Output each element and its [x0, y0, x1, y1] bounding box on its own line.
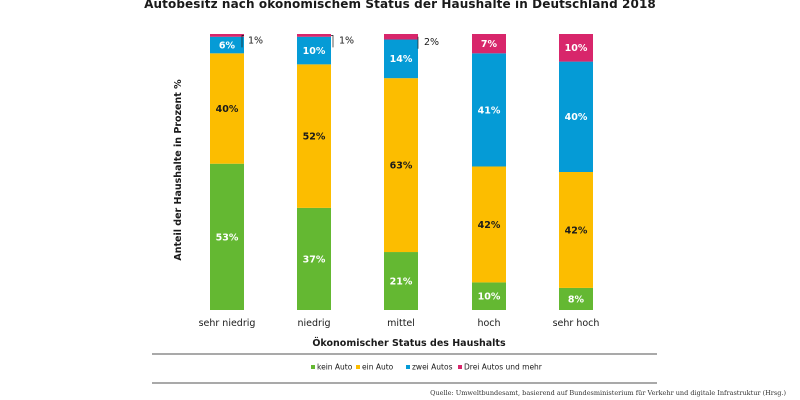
- data-label: 10%: [478, 292, 501, 303]
- legend: kein Auto ein Auto zwei Autos Drei Autos un…: [311, 363, 543, 372]
- data-label: 40%: [216, 104, 239, 115]
- data-label: 40%: [565, 112, 588, 123]
- data-label: 42%: [565, 225, 588, 236]
- bar-segment: [297, 34, 331, 37]
- data-label: 10%: [565, 43, 588, 54]
- bar-segment: [384, 39, 418, 79]
- data-label: 42%: [478, 220, 501, 231]
- tick-label: mittel: [387, 318, 415, 329]
- bars-group: 53% 40% 6% 1% 37% 52% 10% 1% 21% 63% 14% 2% 10% 42% 41…: [210, 34, 593, 310]
- data-label: 8%: [568, 294, 585, 305]
- tick-label: sehr niedrig: [199, 318, 256, 329]
- data-label: 7%: [481, 39, 498, 50]
- legend-swatch: [356, 365, 360, 369]
- tick-label: hoch: [477, 318, 500, 329]
- data-label: 37%: [303, 254, 326, 265]
- legend-swatch: [406, 365, 410, 369]
- tick-label: sehr hoch: [553, 318, 600, 329]
- data-label: 41%: [478, 105, 501, 116]
- bar-segment: [472, 282, 506, 310]
- legend-swatch: [311, 365, 315, 369]
- bar-segment: [297, 207, 331, 310]
- bar-segment: [559, 287, 593, 310]
- data-label: 6%: [219, 40, 236, 51]
- data-label: 1%: [339, 35, 354, 46]
- data-label: 52%: [303, 132, 326, 143]
- bar-segment: [384, 34, 418, 40]
- bar-segment: [384, 78, 418, 253]
- legend-swatch: [458, 365, 462, 369]
- callout-line: [241, 35, 244, 48]
- legend-label: zwei Autos: [412, 363, 453, 372]
- bar-segment: [559, 172, 593, 288]
- bar-segment: [297, 36, 331, 65]
- bar-segment: [210, 34, 244, 37]
- data-label: 2%: [424, 37, 439, 48]
- x-axis-title: Ökonomischer Status des Haushalts: [312, 338, 506, 349]
- data-label: 10%: [303, 46, 326, 57]
- legend-label: ein Auto: [362, 363, 394, 372]
- bar-segment: [472, 166, 506, 283]
- chart-title: Autobesitz nach ökonomischem Status der …: [144, 0, 656, 11]
- y-axis-title: Anteil der Haushalte in Prozent %: [173, 79, 184, 261]
- data-label: 53%: [216, 232, 239, 243]
- bar-segment: [384, 252, 418, 310]
- legend-label: kein Auto: [317, 363, 353, 372]
- bar-segment: [472, 34, 506, 54]
- bar-segment: [210, 163, 244, 310]
- bar-segment: [559, 34, 593, 62]
- x-tick-labels: sehr niedrig niedrig mittel hoch sehr hoch: [199, 318, 600, 329]
- legend-label: Drei Autos und mehr: [464, 363, 543, 372]
- data-label: 1%: [248, 35, 263, 46]
- source-note: Quelle: Umweltbundesamt, basierend auf B…: [430, 389, 786, 397]
- bar-segment: [559, 61, 593, 172]
- bar-segment: [210, 36, 244, 54]
- callout-line: [331, 35, 334, 48]
- data-label: 63%: [390, 161, 413, 172]
- tick-label: niedrig: [297, 318, 330, 329]
- data-label: 14%: [390, 54, 413, 65]
- bar-segment: [210, 53, 244, 164]
- bar-segment: [297, 64, 331, 208]
- bar-segment: [472, 53, 506, 167]
- data-label: 21%: [390, 276, 413, 287]
